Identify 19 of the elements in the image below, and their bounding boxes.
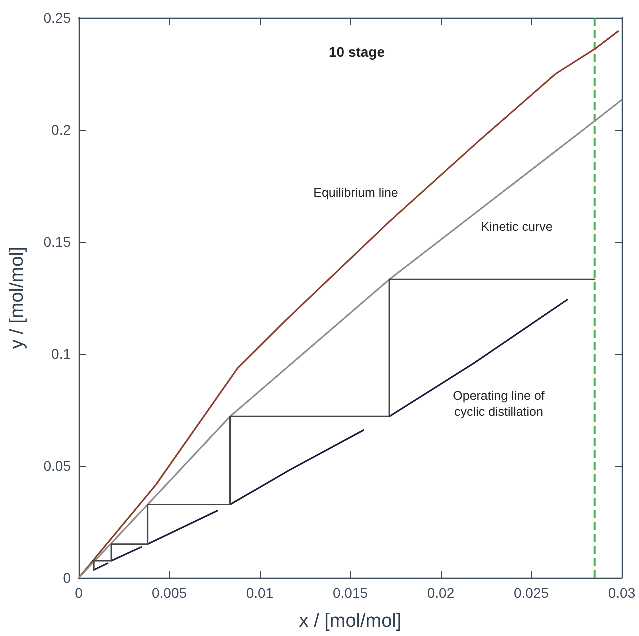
x-axis-title: x / [mol/mol] [299, 611, 402, 632]
y-tick-label: 0.05 [44, 458, 72, 474]
x-tick-label: 0 [75, 585, 84, 601]
x-tick-label: 0.015 [332, 585, 368, 601]
y-tick-label: 0 [63, 570, 72, 586]
x-tick-label: 0.03 [608, 585, 636, 601]
annotation: Kinetic curve [481, 220, 553, 234]
text: 10 stage [328, 44, 386, 60]
y-axis-title: y / [mol/mol] [7, 246, 28, 350]
y-tick-label: 0.1 [52, 346, 72, 362]
x-tick-label: 0.02 [427, 585, 455, 601]
y-tick-label: 0.25 [44, 10, 72, 26]
annotation: Operating line of cyclic distillation [453, 389, 546, 419]
x-tick-label: 0.005 [152, 585, 188, 601]
y-tick-label: 0.2 [52, 122, 72, 138]
x-tick-label: 0.025 [514, 585, 550, 601]
annotation: Equilibrium line [314, 186, 398, 200]
x-tick-label: 0.01 [246, 585, 274, 601]
y-tick-label: 0.15 [44, 234, 72, 250]
